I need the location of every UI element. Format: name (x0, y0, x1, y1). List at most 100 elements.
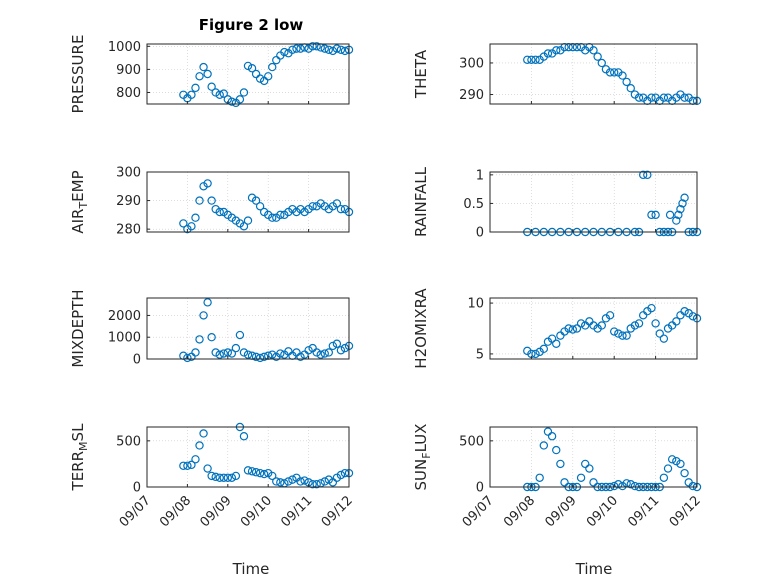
data-point (268, 62, 277, 72)
axes-box (146, 43, 350, 105)
data-point (304, 44, 313, 53)
data-point (195, 196, 204, 205)
y-tick-label: 290 (116, 194, 141, 209)
y-tick-label: 2000 (108, 309, 141, 324)
data-point (622, 77, 631, 87)
y-tick-label: 1000 (108, 40, 141, 55)
data-point (618, 331, 627, 340)
data-point (680, 468, 689, 478)
axes-box (489, 297, 698, 360)
data-point (597, 321, 606, 330)
plot-area (490, 427, 697, 487)
data-point (535, 473, 544, 482)
data-point (336, 45, 346, 54)
data-point (523, 55, 532, 64)
data-point (659, 473, 669, 482)
y-tick-label: 1000 (108, 331, 141, 346)
data-point (312, 42, 321, 51)
data-point (284, 477, 293, 486)
data-point (672, 216, 681, 225)
data-point (203, 298, 212, 307)
plot-area (490, 172, 697, 232)
data-point (223, 473, 232, 482)
data-point (665, 210, 675, 220)
data-point (672, 317, 681, 326)
data-point (643, 170, 652, 180)
data-point (215, 207, 224, 217)
data-point (203, 179, 212, 188)
data-point (243, 61, 253, 71)
y-tick-label: 0 (133, 481, 141, 496)
data-point (215, 350, 224, 359)
data-point (308, 42, 317, 51)
data-point (243, 216, 253, 225)
y-axis-label: AIRTEMP (69, 170, 90, 233)
figure-title: Figure 2 low (199, 16, 304, 34)
data-point (288, 45, 297, 54)
data-point (622, 331, 631, 340)
data-point (552, 445, 561, 455)
data-point (195, 335, 204, 344)
plot-area (147, 44, 349, 104)
data-point (235, 95, 245, 104)
y-tick-label: 0 (476, 481, 484, 496)
axes-box (489, 426, 698, 488)
data-point (336, 204, 346, 214)
data-point (312, 348, 321, 357)
y-tick-label: 10 (467, 297, 484, 312)
data-point (195, 441, 204, 450)
data-point (667, 455, 677, 464)
y-axis-label: PRESSURE (69, 35, 87, 114)
data-point (560, 478, 569, 487)
data-point (239, 88, 249, 97)
data-point (676, 204, 685, 214)
data-point (651, 210, 660, 220)
y-tick-label: 500 (459, 434, 484, 449)
data-point (191, 83, 200, 93)
x-axis-label-right: Time (575, 560, 613, 578)
data-point (589, 46, 598, 55)
data-point (332, 199, 342, 208)
data-point (219, 473, 228, 482)
data-point (320, 44, 329, 53)
data-point (280, 47, 289, 57)
data-point (195, 72, 204, 81)
data-point (276, 478, 285, 487)
data-point (610, 327, 619, 336)
data-point (199, 62, 208, 72)
data-point (527, 55, 536, 64)
data-point (203, 69, 212, 79)
data-point (235, 330, 245, 340)
data-point (219, 349, 228, 358)
data-point (614, 480, 623, 489)
data-point (539, 344, 549, 354)
data-point (634, 93, 644, 102)
data-point (296, 44, 305, 53)
data-point (324, 45, 333, 54)
data-point (308, 202, 317, 211)
data-point (239, 348, 249, 357)
data-point (618, 71, 627, 80)
data-point (276, 349, 285, 358)
data-point (268, 213, 277, 222)
data-point (674, 210, 683, 220)
data-point (207, 82, 216, 91)
data-point (531, 55, 540, 64)
data-point (610, 481, 619, 491)
data-point (268, 350, 277, 359)
data-point (676, 459, 685, 469)
data-point (626, 84, 635, 93)
data-point (572, 324, 582, 333)
data-point (581, 459, 590, 469)
subplot-mixdepth: 0 1000 2000 MIXDEPTH (69, 289, 354, 368)
data-point (680, 193, 689, 202)
data-point (610, 68, 619, 77)
data-point (207, 333, 216, 342)
data-point (227, 349, 237, 358)
data-point (227, 473, 237, 482)
y-tick-label: 5 (476, 347, 484, 362)
data-point (531, 349, 540, 359)
data-point (328, 341, 338, 351)
data-point (215, 473, 224, 482)
axes-box (146, 171, 350, 233)
